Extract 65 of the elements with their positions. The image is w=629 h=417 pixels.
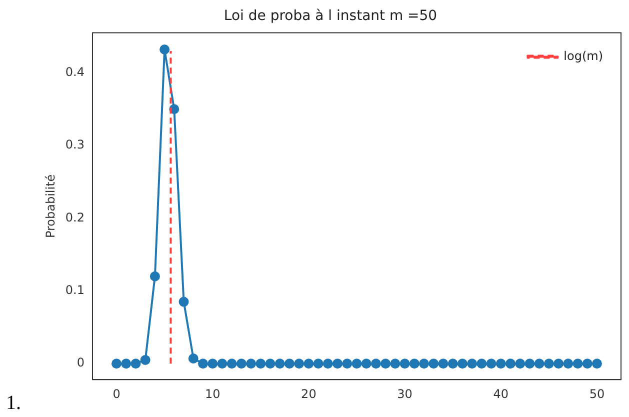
x-tick-label: 30 — [397, 386, 412, 401]
point — [226, 358, 237, 369]
x-tick-label: 10 — [204, 386, 220, 401]
x-tick-label: 0 — [112, 386, 120, 401]
point — [130, 358, 141, 369]
point — [160, 44, 170, 55]
point — [486, 358, 496, 369]
point — [284, 358, 294, 369]
point — [294, 358, 304, 369]
point — [256, 358, 266, 369]
point — [322, 358, 333, 369]
point — [208, 358, 218, 369]
chart-title: Loi de proba à l instant m =50 — [224, 8, 438, 24]
point — [140, 354, 150, 365]
point — [496, 358, 506, 369]
point — [563, 358, 574, 369]
y-axis-title: Probabilité — [43, 174, 58, 238]
x-tick-label: 40 — [493, 386, 509, 401]
point — [467, 358, 478, 369]
point — [332, 358, 343, 369]
point — [236, 358, 246, 369]
text: 1. — [6, 392, 21, 415]
y-tick-label: 0.2 — [65, 210, 84, 224]
point — [380, 358, 391, 369]
point — [198, 358, 208, 369]
point — [592, 358, 602, 369]
point — [534, 358, 544, 369]
point — [304, 358, 314, 369]
point — [352, 358, 362, 369]
point — [572, 358, 583, 369]
point — [582, 358, 592, 369]
point — [112, 358, 122, 369]
point — [342, 358, 352, 369]
point — [419, 358, 430, 369]
point — [515, 358, 526, 369]
point — [448, 358, 458, 369]
x-tick-label: 50 — [589, 386, 605, 401]
point — [361, 358, 372, 369]
point — [246, 358, 256, 369]
y-tick-label: 0 — [76, 356, 84, 370]
point — [409, 358, 420, 369]
point — [265, 358, 276, 369]
point — [505, 358, 516, 369]
point — [400, 358, 410, 369]
point — [188, 354, 198, 364]
point — [544, 358, 554, 369]
y-tick-label: 0.4 — [65, 64, 84, 79]
point — [217, 358, 228, 369]
point — [121, 358, 132, 369]
point — [370, 358, 381, 369]
point — [524, 358, 535, 369]
point — [476, 358, 487, 369]
y-tick-label: 0.1 — [65, 283, 84, 298]
y-tick-label: 0.3 — [65, 138, 84, 152]
point — [438, 358, 448, 369]
point — [390, 358, 400, 369]
x-tick-label: 20 — [301, 386, 316, 401]
legend-label: log(m) — [564, 48, 604, 63]
point — [178, 296, 189, 307]
point — [150, 271, 160, 282]
point — [274, 358, 285, 369]
point — [428, 358, 439, 369]
point — [313, 358, 324, 369]
point — [554, 358, 564, 369]
point — [457, 358, 468, 369]
